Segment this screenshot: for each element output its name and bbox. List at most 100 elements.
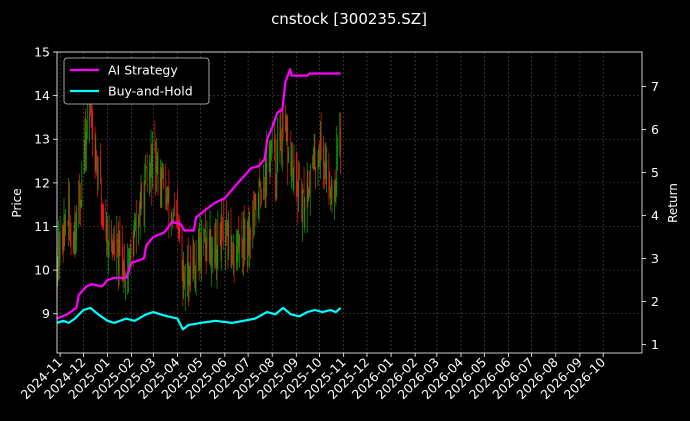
candle-body <box>80 200 82 206</box>
candle-body <box>237 241 239 243</box>
candle-body <box>166 196 167 207</box>
candle-body <box>260 182 261 191</box>
candle-body <box>119 239 121 254</box>
candle-body <box>121 253 123 257</box>
candle-body <box>243 219 244 255</box>
candle-body <box>160 178 162 188</box>
candle-body <box>144 172 146 210</box>
candle-body <box>91 119 93 123</box>
candle-body <box>217 230 219 249</box>
candle-body <box>190 270 191 273</box>
candle-body <box>306 182 308 208</box>
candle-body <box>187 261 188 284</box>
candle-body <box>125 279 126 282</box>
candle-body <box>135 219 136 231</box>
candle-body <box>101 181 102 205</box>
right-axis-label: Return <box>666 183 680 223</box>
candle-body <box>325 159 327 184</box>
candle-body <box>117 239 118 245</box>
candle-body <box>252 211 254 241</box>
candle-body <box>198 237 199 263</box>
candle-body <box>219 230 221 241</box>
candle-body <box>277 143 278 150</box>
candle-body <box>296 159 297 178</box>
candle-body <box>296 177 298 196</box>
candle-body <box>205 246 207 249</box>
candle-body <box>281 146 282 155</box>
candle-body <box>188 261 189 292</box>
candle-body <box>318 152 320 161</box>
candle-body <box>331 184 333 199</box>
candle-body <box>100 157 101 182</box>
candle-body <box>271 140 272 148</box>
candle-body <box>108 229 110 245</box>
candle-body <box>78 185 80 210</box>
candle-body <box>156 162 157 173</box>
candle-body <box>89 97 90 124</box>
candle-body <box>216 248 218 266</box>
candle-body <box>250 229 251 241</box>
candle-body <box>163 169 164 180</box>
candle-body <box>326 160 327 184</box>
right-tick-label: 6 <box>651 122 659 137</box>
candle-body <box>83 152 85 172</box>
candle-body <box>335 188 337 193</box>
candle-body <box>209 229 211 257</box>
candle-body <box>118 239 120 269</box>
candle-body <box>266 152 268 185</box>
candle-body <box>97 157 99 179</box>
candle-body <box>150 155 152 166</box>
candle-body <box>143 192 145 210</box>
candle-body <box>254 197 255 220</box>
candle-body <box>309 164 311 197</box>
candle-body <box>302 190 303 222</box>
candle-body <box>236 241 238 247</box>
candle-body <box>203 232 205 240</box>
candle-body <box>135 219 137 229</box>
candle-body <box>249 229 250 244</box>
candle-body <box>145 166 146 173</box>
candle-body <box>176 214 177 216</box>
candle-body <box>334 192 335 199</box>
candle-body <box>275 180 277 184</box>
candle-body <box>320 132 322 147</box>
candle-body <box>171 212 173 221</box>
candle-body <box>211 253 212 263</box>
chart-title: cnstock [300235.SZ] <box>271 10 427 28</box>
candle-body <box>112 249 114 254</box>
candle-body <box>247 223 249 251</box>
candle-body <box>149 172 150 182</box>
candle-body <box>193 254 195 263</box>
candle-body <box>174 212 175 215</box>
right-y-axis: 1 2 3 4 5 6 7 <box>642 79 659 352</box>
candle-body <box>113 239 114 254</box>
candle-body <box>215 233 216 264</box>
candle-body <box>288 150 289 163</box>
candle-body <box>268 152 270 154</box>
candle-body <box>67 221 69 226</box>
candle-body <box>220 240 222 256</box>
candle-body <box>92 122 94 146</box>
candle-body <box>247 237 248 251</box>
candle-body <box>96 157 97 165</box>
left-tick-label: 10 <box>34 263 50 278</box>
candle-body <box>122 256 124 280</box>
candle-body <box>132 250 134 255</box>
candle-body <box>195 270 196 272</box>
candle-body <box>241 234 243 249</box>
candle-body <box>201 239 202 266</box>
candle-body <box>334 192 336 194</box>
candle-body <box>118 244 119 269</box>
candle-body <box>173 212 174 223</box>
candle-body <box>58 233 59 267</box>
candle-body <box>138 214 139 229</box>
candle-body <box>107 225 108 250</box>
left-y-axis: 9 10 11 12 13 14 15 <box>34 45 57 321</box>
candle-body <box>257 209 259 216</box>
left-tick-label: 13 <box>34 132 50 147</box>
candle-body <box>330 191 331 198</box>
candle-body <box>188 281 190 292</box>
right-tick-label: 2 <box>651 294 659 309</box>
candle-body <box>313 146 315 157</box>
candle-body <box>205 229 206 247</box>
